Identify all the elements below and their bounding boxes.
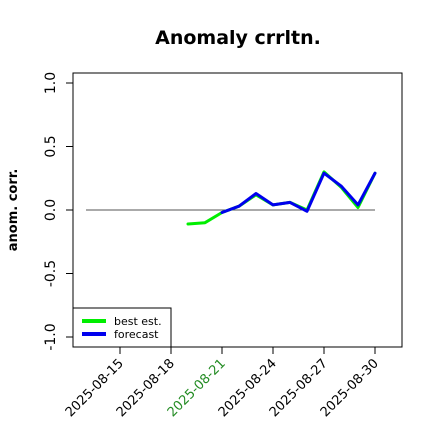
y-tick-label: -0.5	[43, 260, 59, 287]
y-axis-label: anom. corr.	[6, 169, 21, 252]
y-tick-label: 0.0	[43, 199, 59, 221]
y-tick-label: -1.0	[43, 323, 59, 350]
series-line-best-est	[186, 170, 377, 226]
y-tick-label: 1.0	[43, 72, 59, 94]
series-layer	[186, 170, 377, 226]
legend: best est. forecast	[72, 307, 172, 348]
y-axis: -1.0 -0.5 0.0 0.5 1.0	[43, 72, 73, 351]
series-line-forecast	[220, 171, 377, 214]
legend-label-forecast: forecast	[114, 328, 159, 341]
chart-title: Anomaly crrltn.	[155, 27, 321, 49]
y-tick-label: 0.5	[43, 135, 59, 157]
legend-box	[72, 307, 172, 348]
x-axis: 2025-08-152025-08-182025-08-212025-08-24…	[63, 347, 382, 420]
legend-label-best-est: best est.	[114, 315, 162, 328]
